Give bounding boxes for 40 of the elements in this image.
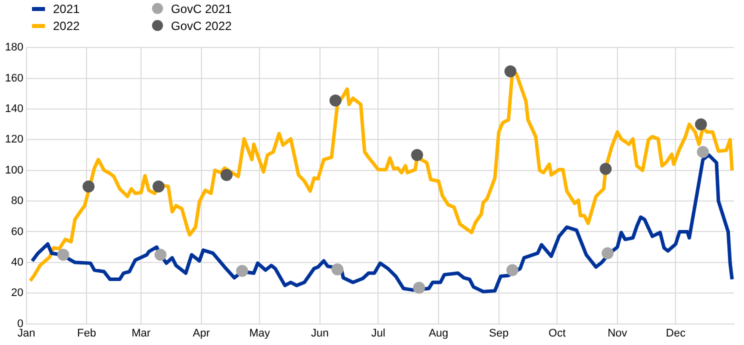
y-tick-label: 100 (4, 164, 24, 176)
y-tick-label: 140 (4, 103, 24, 116)
legend-label: 2021 (53, 2, 80, 16)
legend-label: 2022 (53, 18, 80, 32)
point (154, 248, 166, 261)
y-tick-label: 120 (4, 134, 24, 146)
x-tick-label: Jan (17, 327, 36, 340)
point (220, 168, 233, 181)
point (600, 162, 612, 175)
point (696, 146, 709, 158)
y-tick-label: 60 (11, 226, 24, 238)
point (236, 264, 248, 277)
x-tick-label: Feb (77, 327, 96, 340)
y-tick-label: 160 (4, 72, 24, 84)
x-tick-label: Nov (608, 327, 628, 340)
point (331, 263, 344, 276)
x-tick-label: Oct (548, 327, 566, 340)
legend-label: GovC 2022 (171, 18, 232, 32)
y-tick-label: 20 (11, 287, 24, 300)
point (152, 180, 165, 192)
x-tick-label: May (249, 327, 271, 340)
point (504, 65, 516, 78)
x-tick-label: Aug (428, 327, 448, 340)
x-tick-label: Jul (371, 327, 386, 340)
y-tick-label: 80 (11, 195, 24, 208)
point (694, 118, 707, 130)
x-tick-label: Apr (192, 327, 210, 340)
point (602, 247, 614, 260)
x-tick-label: Jun (311, 327, 329, 340)
point (506, 264, 518, 276)
y-tick-label: 40 (11, 256, 24, 268)
x-tick-label: Sep (488, 327, 509, 340)
point (329, 94, 342, 107)
point (413, 282, 426, 294)
point (411, 149, 424, 162)
x-tick-label: Mar (132, 327, 151, 340)
y-tick-label: 180 (4, 42, 24, 54)
y-tick-label: 0 (17, 318, 24, 330)
legend-label: GovC 2021 (171, 2, 232, 16)
x-tick-label: Dec (666, 327, 686, 340)
